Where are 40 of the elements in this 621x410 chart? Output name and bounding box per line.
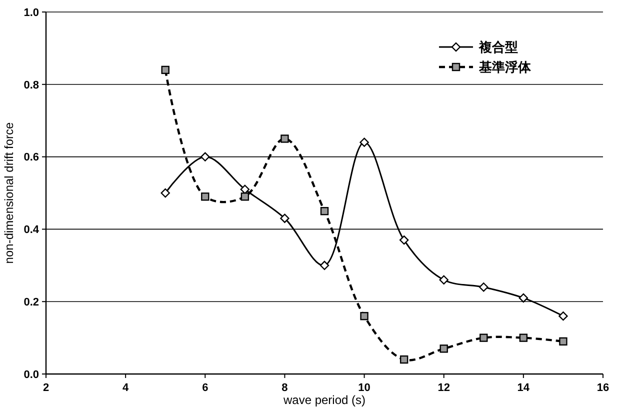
x-axis-title: wave period (s) <box>282 393 366 407</box>
y-tick-label: 0.0 <box>24 368 39 381</box>
legend-label: 複合型 <box>478 40 518 56</box>
point <box>558 311 568 321</box>
point <box>399 235 409 245</box>
x-tick-label: 8 <box>282 382 288 394</box>
x-tick-label: 16 <box>596 382 610 394</box>
point <box>240 184 250 194</box>
point <box>479 282 488 292</box>
y-tick-label: 0.8 <box>24 79 39 92</box>
point <box>360 312 368 320</box>
point <box>200 152 210 162</box>
legend-label: 基準浮体 <box>478 60 532 76</box>
point <box>480 334 488 342</box>
y-tick-label: 0.4 <box>24 224 40 236</box>
y-axis-title: non-dimensional drift force <box>2 122 16 264</box>
point <box>201 192 210 201</box>
x-tick-label: 2 <box>42 382 50 394</box>
point <box>559 337 568 346</box>
point <box>400 355 408 364</box>
point <box>360 138 369 147</box>
point <box>280 134 289 143</box>
point <box>440 344 448 353</box>
point <box>320 260 330 270</box>
point <box>519 334 528 342</box>
x-tick-label: 12 <box>438 382 450 394</box>
point <box>439 275 448 284</box>
point <box>320 207 329 216</box>
y-tick-label: 1.0 <box>24 6 39 19</box>
point <box>240 192 250 201</box>
x-tick-label: 4 <box>122 382 130 394</box>
point <box>280 214 290 223</box>
y-tick-label: 0.2 <box>24 296 39 308</box>
x-tick-label: 14 <box>517 382 530 394</box>
point <box>160 188 170 198</box>
x-tick-label: 6 <box>202 382 208 394</box>
point <box>518 293 528 303</box>
point <box>161 66 170 74</box>
y-tick-label: 0.6 <box>24 152 39 164</box>
x-tick-label: 10 <box>358 382 370 394</box>
